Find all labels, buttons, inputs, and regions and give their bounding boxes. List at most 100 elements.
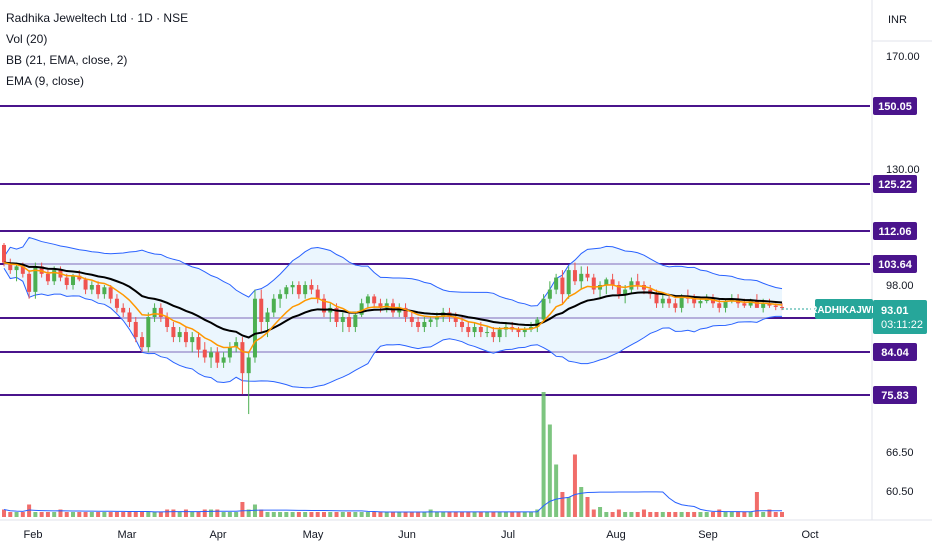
volume-bar	[303, 512, 308, 517]
volume-bar	[64, 512, 69, 517]
volume-bar	[121, 512, 126, 517]
volume-bar	[158, 512, 163, 517]
volume-bar	[610, 512, 615, 517]
candle-body	[108, 287, 113, 299]
candle-body	[152, 307, 157, 318]
volume-bar	[278, 512, 283, 517]
vol-indicator-label[interactable]: Vol (20)	[6, 32, 48, 46]
volume-bar	[378, 512, 383, 517]
candle-body	[478, 327, 483, 333]
volume-bar	[296, 512, 301, 517]
level-price-tag	[873, 175, 917, 193]
volume-bar	[372, 512, 377, 517]
candle-body	[780, 306, 784, 308]
volume-bar	[89, 512, 94, 517]
candle-body	[83, 279, 88, 290]
candle-body	[33, 266, 38, 292]
ema-indicator-label[interactable]: EMA (9, close)	[6, 74, 85, 88]
candle-body	[246, 357, 251, 374]
volume-bar	[623, 512, 628, 517]
level-price-label: 75.83	[881, 390, 909, 402]
volume-bar	[554, 464, 559, 517]
volume-bar	[77, 512, 82, 517]
volume-bar	[478, 512, 483, 517]
volume-bar	[748, 512, 753, 517]
candle-body	[202, 349, 207, 358]
volume-bar	[240, 502, 245, 517]
candle-body	[692, 298, 697, 304]
candle-body	[572, 270, 577, 282]
volume-bar	[165, 509, 170, 517]
candle-body	[14, 266, 19, 271]
candle-body	[309, 285, 314, 290]
candle-body	[227, 347, 232, 358]
volume-bar	[579, 487, 584, 517]
volume-bar	[221, 512, 226, 517]
candle-body	[585, 273, 590, 278]
volume-bar	[2, 509, 6, 517]
candle-body	[39, 266, 44, 274]
volume-bar	[485, 512, 490, 517]
volume-bar	[353, 512, 358, 517]
candle-body	[259, 298, 264, 322]
volume-bar	[403, 512, 408, 517]
time-axis[interactable]: Feb Mar Apr May Jun Jul Aug Sep Oct	[0, 519, 932, 541]
x-tick-label: Sep	[698, 529, 718, 541]
volume-bar	[441, 512, 446, 517]
candle-body	[177, 332, 182, 338]
candle-body	[717, 303, 722, 308]
volume-bar	[780, 512, 784, 517]
volume-bar	[8, 512, 13, 517]
candle-body	[403, 307, 408, 318]
candle-body	[45, 273, 50, 282]
ema9-line	[3, 261, 783, 354]
volume-bar	[359, 512, 364, 517]
level-price-label: 103.64	[878, 259, 913, 271]
volume-bar	[315, 512, 320, 517]
volume-bar	[45, 512, 50, 517]
candle-body	[660, 298, 665, 304]
volume-bar	[698, 512, 703, 517]
candle-body	[710, 298, 715, 304]
candle-body	[472, 327, 477, 333]
volume-bar	[648, 512, 653, 517]
last-price-label: 93.01	[881, 305, 909, 317]
candle-body	[723, 301, 728, 308]
candle-body	[171, 327, 176, 338]
candle-body	[215, 352, 220, 363]
symbol-title[interactable]: Radhika Jeweltech Ltd · 1D · NSE	[6, 11, 189, 25]
volume-bar	[334, 512, 339, 517]
candle-body	[667, 298, 672, 304]
candle-body	[416, 321, 421, 328]
candle-body	[547, 289, 552, 299]
volume-bar	[541, 392, 546, 517]
volume-bar	[560, 492, 565, 517]
volume-bar	[177, 512, 182, 517]
bb-basis-line	[3, 261, 783, 339]
candle-body	[579, 273, 584, 282]
candle-body	[466, 327, 471, 333]
candle-body	[554, 277, 559, 290]
price-axis[interactable]: INR 170.00 130.00 98.00 66.50 60.50	[871, 0, 932, 520]
volume-bar	[246, 509, 251, 517]
candle-body	[560, 277, 565, 295]
volume-bar	[547, 424, 552, 517]
volume-bar	[667, 512, 672, 517]
volume-bar	[679, 512, 684, 517]
bb-indicator-label[interactable]: BB (21, EMA, close, 2)	[6, 53, 128, 67]
volume-bar	[309, 512, 314, 517]
candle-body	[265, 312, 270, 322]
candle-body	[516, 329, 521, 333]
ticker-badge[interactable]	[815, 299, 873, 319]
volume-bar	[52, 512, 57, 517]
volume-bar	[685, 512, 690, 517]
candle-body	[20, 266, 25, 274]
volume-bar	[497, 512, 502, 517]
candle-body	[365, 296, 370, 304]
candle-body	[673, 303, 678, 308]
volume-bar	[227, 512, 232, 517]
level-price-tag	[873, 343, 917, 361]
currency-label[interactable]: INR	[888, 14, 907, 26]
volume-bar	[340, 512, 345, 517]
